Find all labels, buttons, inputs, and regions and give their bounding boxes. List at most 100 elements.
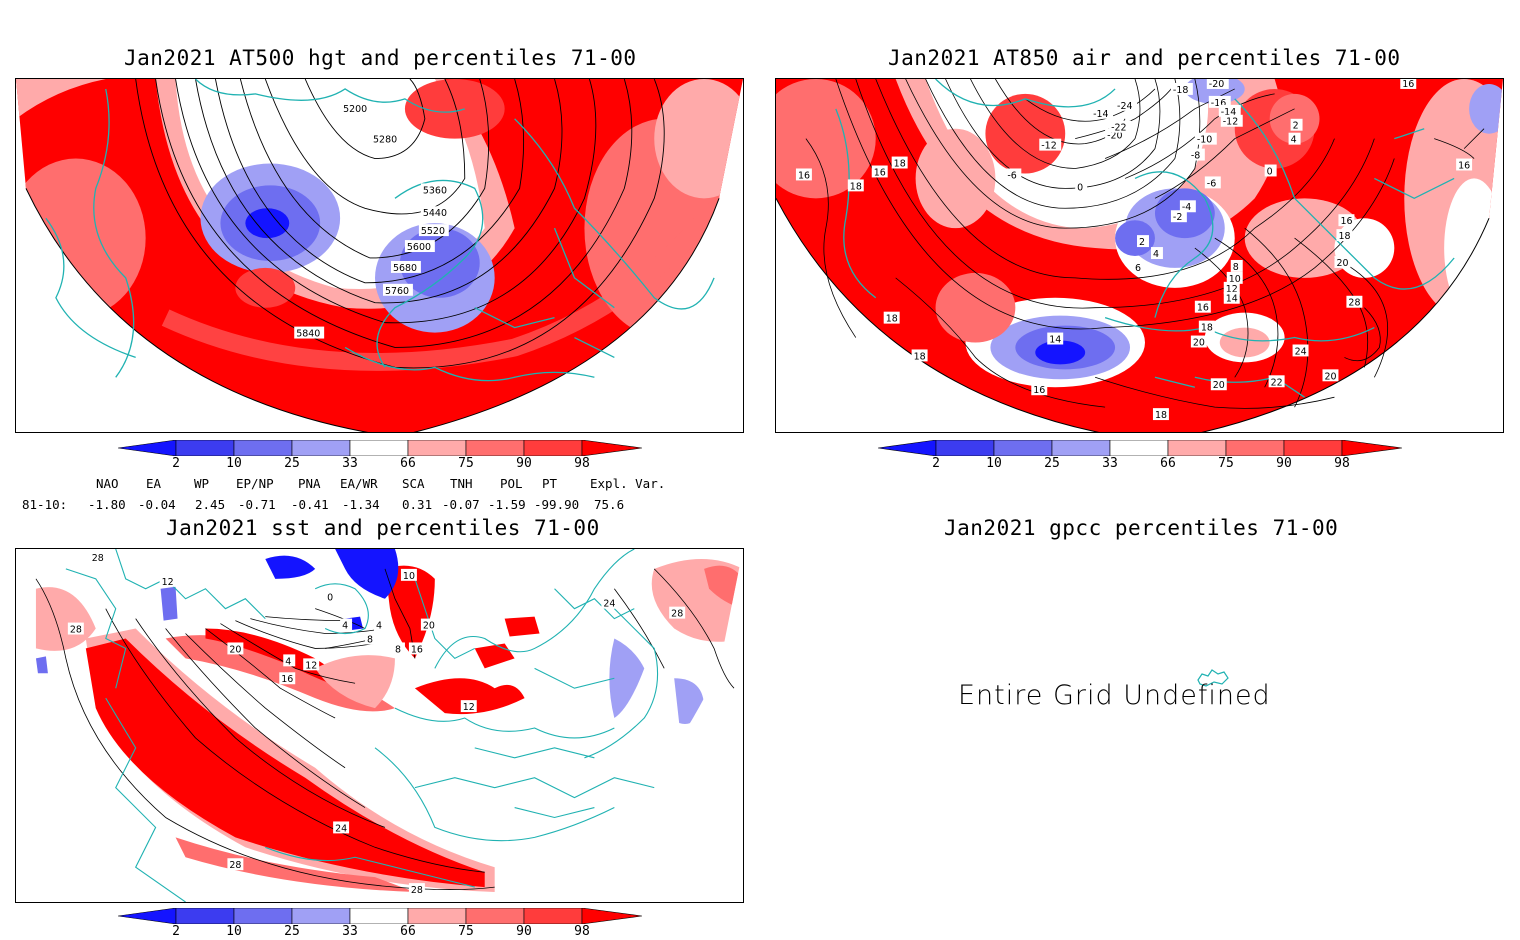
hgt500-title: Jan2021 AT500 hgt and percentiles 71-00 bbox=[124, 46, 637, 70]
tc-header: EA/WR bbox=[340, 476, 378, 491]
contour-label: 18 bbox=[894, 159, 906, 170]
contour-label: 5360 bbox=[423, 185, 447, 196]
colorbar-segment bbox=[1109, 439, 1169, 457]
tc-header: PNA bbox=[298, 476, 321, 491]
gpcc-undefined-message: Entire Grid Undefined bbox=[958, 680, 1271, 711]
sst-contours bbox=[35, 568, 735, 890]
colorbar-segment bbox=[349, 907, 409, 925]
colorbar-segment bbox=[291, 907, 351, 925]
contour-label: 2 bbox=[1139, 237, 1145, 248]
colorbar-label: 90 bbox=[516, 924, 532, 939]
contour-label: 10 bbox=[403, 571, 415, 582]
contour-label: -8 bbox=[1191, 151, 1200, 162]
colorbar-label: 75 bbox=[458, 924, 474, 939]
contour-label: 5520 bbox=[421, 226, 445, 237]
air850-contours bbox=[805, 79, 1485, 409]
contour-label: 16 bbox=[874, 167, 886, 178]
contour-label: 28 bbox=[1348, 298, 1360, 309]
colorbar-svg bbox=[877, 439, 1403, 457]
air850-coastlines bbox=[835, 79, 1455, 398]
tc-value: -99.90 bbox=[534, 497, 580, 512]
colorbar-segment bbox=[117, 439, 177, 457]
colorbar-label: 2 bbox=[172, 924, 180, 939]
tc-header: PT bbox=[542, 476, 558, 491]
sst-contour-labels: 28 12 28 20 0 4 12 16 4 4 8 8 16 20 12 2… bbox=[67, 550, 686, 896]
contour-label: 12 bbox=[162, 577, 174, 588]
tc-header: NAO bbox=[96, 476, 119, 491]
contour-label: 5600 bbox=[407, 242, 431, 253]
colorbar-label: 25 bbox=[284, 456, 300, 471]
contour-label: 12 bbox=[1226, 284, 1238, 295]
tc-value: -0.04 bbox=[138, 497, 176, 512]
contour-label: 16 bbox=[1402, 79, 1414, 90]
contour-label: 5200 bbox=[343, 104, 367, 115]
contour-label: 12 bbox=[305, 660, 317, 671]
colorbar-segment bbox=[877, 439, 937, 457]
contour-label: 20 bbox=[423, 621, 435, 632]
colorbar-label: 66 bbox=[400, 456, 416, 471]
contour-label: 0 bbox=[1077, 182, 1083, 193]
hgt500-colorbar: 2 10 25 33 66 75 90 98 bbox=[117, 439, 643, 472]
contour-label: -6 bbox=[1007, 170, 1016, 181]
contour-label: 5760 bbox=[385, 286, 409, 297]
sst-title: Jan2021 sst and percentiles 71-00 bbox=[166, 516, 600, 540]
contour-label: 5440 bbox=[423, 208, 447, 219]
tc-value: -1.59 bbox=[488, 497, 526, 512]
contour-label: 16 bbox=[1197, 303, 1209, 314]
contour-label: 5280 bbox=[373, 135, 397, 146]
tc-header: WP bbox=[194, 476, 210, 491]
hgt500-contour-labels: 5200 5280 5360 5440 5520 5600 5680 5760 … bbox=[294, 101, 451, 340]
contour-label: -16 bbox=[1211, 98, 1226, 109]
colorbar-segment bbox=[523, 907, 583, 925]
contour-label: 6 bbox=[1135, 263, 1141, 274]
colorbar-label: 98 bbox=[574, 456, 590, 471]
contour-label: 4 bbox=[285, 656, 291, 667]
colorbar-label: 75 bbox=[1218, 456, 1234, 471]
contour-label: -14 bbox=[1221, 107, 1236, 118]
tc-value: 0.31 bbox=[402, 497, 433, 512]
contour-label: 16 bbox=[281, 674, 293, 685]
air850-colorbar: 2 10 25 33 66 75 90 98 bbox=[877, 439, 1403, 472]
contour-label: 22 bbox=[1271, 377, 1283, 388]
colorbar-label: 33 bbox=[342, 924, 358, 939]
colorbar-label: 25 bbox=[1044, 456, 1060, 471]
contour-label: 20 bbox=[1193, 338, 1205, 349]
contour-label: 14 bbox=[1226, 294, 1238, 305]
contour-label: 18 bbox=[886, 314, 898, 325]
colorbar-svg bbox=[117, 439, 643, 457]
tc-header: SCA bbox=[402, 476, 425, 491]
colorbar-segment bbox=[349, 439, 409, 457]
colorbar-segment bbox=[407, 907, 467, 925]
contour-label: -20 bbox=[1107, 131, 1122, 142]
colorbar-label: 25 bbox=[284, 924, 300, 939]
colorbar-label: 2 bbox=[172, 456, 180, 471]
tc-header: TNH bbox=[450, 476, 473, 491]
tc-header: Expl. Var. bbox=[590, 476, 666, 491]
contour-label: 4 bbox=[1291, 135, 1297, 146]
colorbar-segment bbox=[465, 907, 525, 925]
contour-label: 18 bbox=[914, 351, 926, 362]
contour-label: 18 bbox=[1155, 410, 1167, 421]
colorbar-label: 98 bbox=[1334, 456, 1350, 471]
contour-label: 20 bbox=[1213, 380, 1225, 391]
contour-label: 2 bbox=[1293, 121, 1299, 132]
contour-label: 5840 bbox=[296, 329, 320, 340]
colorbar-segment bbox=[175, 907, 235, 925]
colorbar-label: 10 bbox=[226, 456, 242, 471]
tc-header: EP/NP bbox=[236, 476, 274, 491]
colorbar-label: 33 bbox=[1102, 456, 1118, 471]
gpcc-island-outline bbox=[1197, 669, 1229, 687]
tc-header: POL bbox=[500, 476, 523, 491]
tc-value: -0.41 bbox=[291, 497, 329, 512]
contour-label: 16 bbox=[1340, 216, 1352, 227]
tc-value: -0.07 bbox=[442, 497, 480, 512]
contour-label: 18 bbox=[1201, 323, 1213, 334]
contour-label: 20 bbox=[1324, 371, 1336, 382]
colorbar-segment bbox=[1167, 439, 1227, 457]
colorbar-segment bbox=[407, 439, 467, 457]
contour-label: -6 bbox=[1207, 178, 1216, 189]
colorbar-segment bbox=[1341, 439, 1403, 457]
sst-map: 28 12 28 20 0 4 12 16 4 4 8 8 16 20 12 2… bbox=[15, 548, 744, 903]
contour-label: 14 bbox=[1049, 335, 1061, 346]
contour-label: 12 bbox=[463, 702, 475, 713]
